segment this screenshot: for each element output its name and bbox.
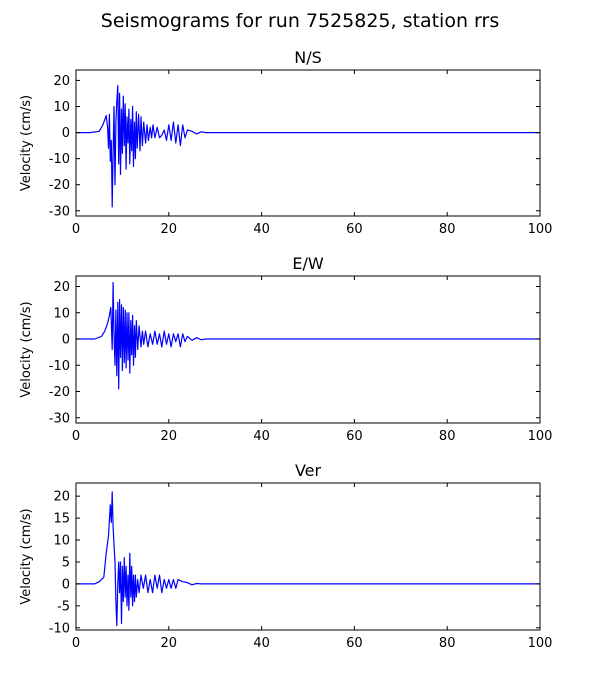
chart-panel-3: 0 20 40 60 80 100 -10 -5 0 5 10 15 20 Ver Velocity (cm… [19,461,552,651]
x-tick-label: 80 [439,429,456,444]
x-tick-label: 20 [161,429,178,444]
x-tick-label: 60 [346,222,363,237]
y-tick-label: 0 [62,126,70,141]
x-tick-label: 20 [161,636,178,651]
y-tick-label: 20 [53,74,70,89]
chart-panel-1: 0 20 40 60 80 100 -30 -20 -10 0 10 20 N/S Velocity (c… [19,48,552,237]
x-tick-label: 100 [528,429,553,444]
y-tick-label: -20 [49,385,70,400]
y-tick-label: 10 [53,306,70,321]
x-tick-label: 100 [528,222,553,237]
y-tick-label: 10 [53,100,70,115]
y-tick-label: 0 [62,333,70,348]
chart-panel-2: 0 20 40 60 80 100 -30 -20 -10 0 10 20 E/W Velocity (c… [19,254,552,444]
y-axis-label: Velocity (cm/s) [19,508,34,604]
series-line [76,282,540,390]
x-tick-label: 40 [253,636,270,651]
x-tick-label: 60 [346,636,363,651]
x-tick-label: 100 [528,636,553,651]
x-tick-label: 60 [346,429,363,444]
y-tick-label: -30 [49,411,70,426]
y-tick-label: -10 [49,359,70,374]
subplot-title: Ver [295,461,322,480]
x-tick-label: 40 [253,429,270,444]
y-tick-label: -10 [49,621,70,636]
y-tick-label: -10 [49,152,70,167]
y-tick-label: 20 [53,280,70,295]
y-tick-label: 0 [62,577,70,592]
x-tick-label: 40 [253,222,270,237]
x-tick-label: 20 [161,222,178,237]
y-tick-label: -30 [49,204,70,219]
subplot-title: E/W [292,254,324,273]
y-tick-label: 20 [53,490,70,505]
x-tick-label: 0 [72,429,80,444]
axes-frame [75,482,541,631]
y-tick-label: 5 [62,555,70,570]
y-axis-label: Velocity (cm/s) [19,301,34,397]
y-axis-label: Velocity (cm/s) [19,95,34,191]
subplot-title: N/S [294,48,322,67]
y-tick-label: -5 [57,599,70,614]
x-tick-label: 80 [439,636,456,651]
figure-title: Seismograms for run 7525825, station rrs [100,10,500,32]
x-tick-label: 0 [72,222,80,237]
axes-frame [75,69,541,217]
y-tick-label: 10 [53,534,70,549]
y-tick-label: -20 [49,178,70,193]
series-line [76,84,540,208]
series-line [76,491,540,627]
x-tick-label: 0 [72,636,80,651]
x-tick-label: 80 [439,222,456,237]
y-tick-label: 15 [53,512,70,527]
axes-frame [75,275,541,424]
